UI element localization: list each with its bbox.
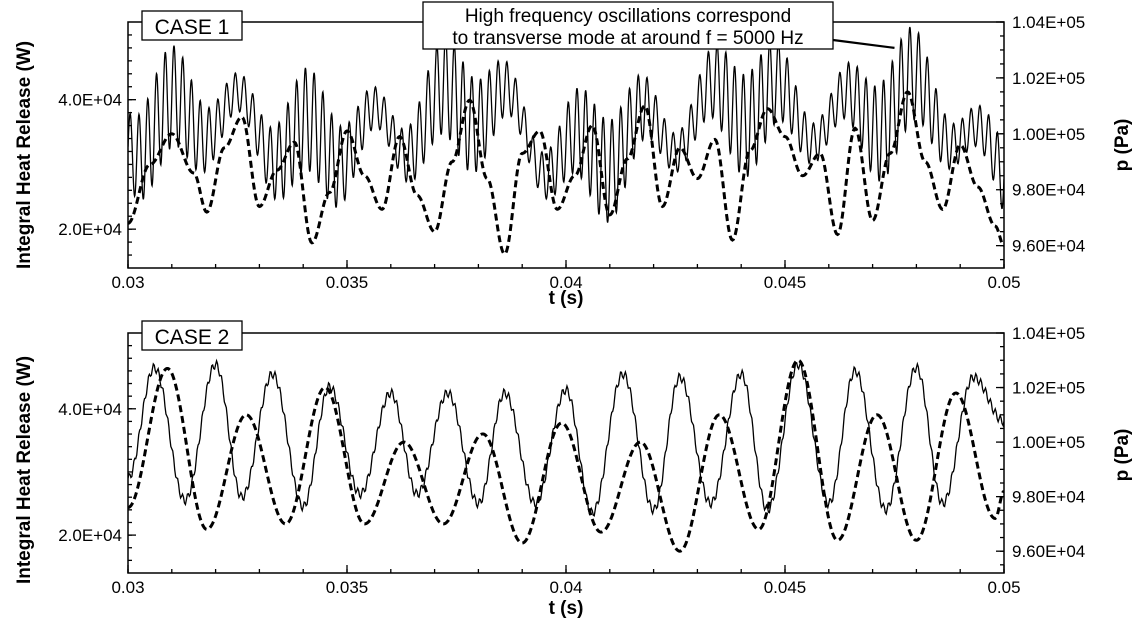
y-right-tick-label: 1.02E+05 [1012,69,1085,88]
x-tick-label: 0.03 [111,273,144,292]
y-left-tick-label: 2.0E+04 [58,526,122,545]
case-label-box [141,10,243,41]
y-left-tick-label: 4.0E+04 [58,91,122,110]
y-left-axis-label: Integral Heat Release (W) [14,41,35,269]
x-tick-label: 0.05 [987,273,1020,292]
x-tick-label: 0.03 [111,578,144,597]
heat-release-series [128,358,1004,517]
x-tick-label: 0.04 [549,578,582,597]
annotation-line-1: High frequency oscillations correspond [465,6,791,27]
y-right-tick-label: 9.80E+04 [1012,181,1085,200]
y-right-axis-label: p (Pa) [1112,119,1133,172]
y-left-axis-label: Integral Heat Release (W) [14,356,35,584]
annotation-leader-line [832,38,895,49]
y-right-tick-label: 1.04E+05 [1012,13,1085,32]
y-right-tick-label: 9.60E+04 [1012,237,1085,256]
y-right-tick-labels: 1.04E+05 1.02E+05 1.00E+05 9.80E+04 9.60… [1012,13,1085,256]
y-left-tick-labels: 4.0E+04 2.0E+04 [58,400,122,545]
y-right-tick-label: 1.02E+05 [1012,379,1085,398]
y-left-tick-label: 4.0E+04 [58,400,122,419]
x-axis-label: t (s) [549,598,584,619]
x-tick-label: 0.035 [326,578,369,597]
x-tick-label: 0.045 [764,273,807,292]
y-left-tick-labels: 4.0E+04 2.0E+04 [58,91,122,239]
axis-ticks [127,332,1005,573]
x-tick-label: 0.045 [764,578,807,597]
annotation-line-2: to transverse mode at around f = 5000 Hz [452,28,803,49]
panel-case-1: 0.03 0.035 0.04 0.045 0.05 4.0E+04 2.0E+… [14,1,1133,309]
x-tick-labels: 0.03 0.035 0.04 0.045 0.05 [111,273,1020,292]
heat-release-series [128,26,1004,223]
pressure-series [128,358,1004,553]
plot-frame [127,332,1005,574]
y-right-tick-label: 9.80E+04 [1012,488,1085,507]
y-right-tick-label: 1.00E+05 [1012,125,1085,144]
x-tick-label: 0.04 [549,273,582,292]
case-label-box [141,320,243,351]
x-tick-label: 0.035 [326,273,369,292]
x-axis-label: t (s) [549,288,584,309]
axis-ticks [127,21,1005,268]
y-right-axis-label: p (Pa) [1112,429,1133,482]
pressure-series [128,90,1004,256]
y-right-tick-labels: 1.04E+05 1.02E+05 1.00E+05 9.80E+04 9.60… [1012,324,1085,561]
case-label: CASE 2 [155,326,230,349]
y-right-tick-label: 1.04E+05 [1012,324,1085,343]
y-right-tick-label: 9.60E+04 [1012,542,1085,561]
x-tick-labels: 0.03 0.035 0.04 0.045 0.05 [111,578,1020,597]
annotation-box [422,1,834,50]
y-left-tick-label: 2.0E+04 [58,220,122,239]
y-right-tick-label: 1.00E+05 [1012,433,1085,452]
x-tick-label: 0.05 [987,578,1020,597]
panel-case-2: 0.03 0.035 0.04 0.045 0.05 4.0E+04 2.0E+… [14,320,1133,619]
case-label: CASE 1 [155,16,230,39]
